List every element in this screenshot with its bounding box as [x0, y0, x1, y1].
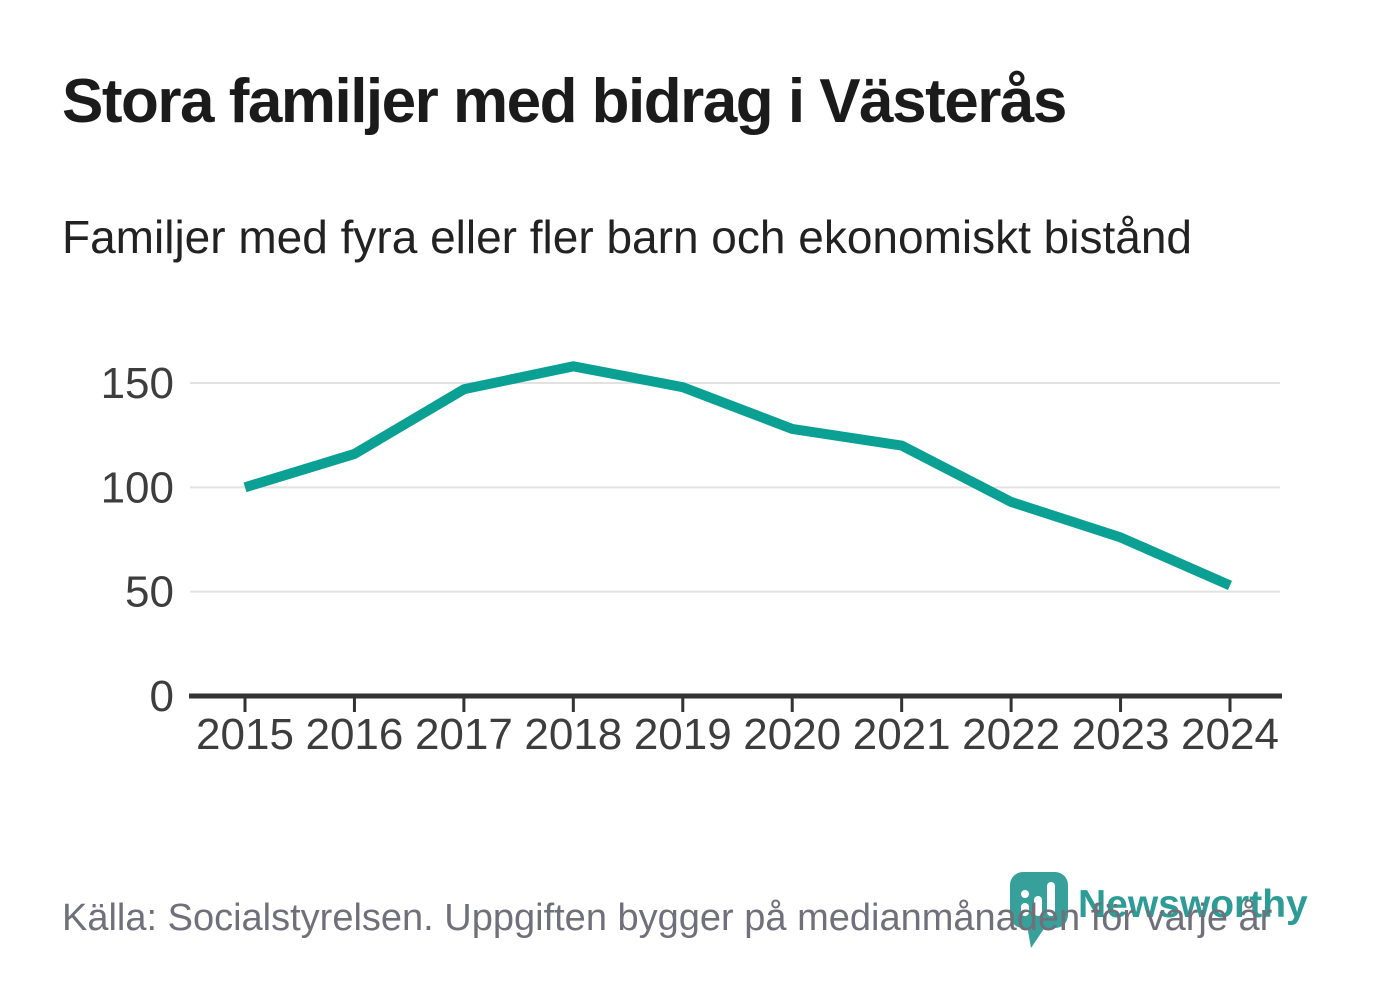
x-axis-tick-label-2020: 2020	[743, 710, 841, 759]
newsworthy-wordmark: Newsworthy	[1078, 883, 1308, 926]
y-axis-tick-label-150: 150	[101, 359, 174, 408]
x-axis-tick-label-2019: 2019	[634, 710, 732, 759]
chart-subtitle: Familjer med fyra eller fler barn och ek…	[62, 211, 1193, 263]
x-axis-tick-label-2022: 2022	[962, 710, 1060, 759]
y-axis-tick-label-0: 0	[150, 672, 174, 721]
newsworthy-pin-bar-chart-icon	[1010, 872, 1068, 948]
x-axis-tick-label-2017: 2017	[415, 710, 513, 759]
x-axis-tick-label-2018: 2018	[524, 710, 622, 759]
y-axis-tick-label-100: 100	[101, 463, 174, 512]
x-axis-tick-label-2024: 2024	[1181, 710, 1279, 759]
y-axis-tick-label-50: 50	[125, 568, 174, 617]
x-axis-tick-label-2015: 2015	[196, 710, 294, 759]
line-chart-plot: 2015 2016 2017 2018 2019 2020 2021 2022 2023 2024…	[101, 359, 1282, 759]
newsworthy-logo: Newsworthy	[1010, 872, 1340, 962]
x-axis-tick-label-2016: 2016	[305, 710, 403, 759]
x-axis-tick-label-2021: 2021	[853, 710, 951, 759]
source-note: Källa: Socialstyrelsen. Uppgiften bygger…	[62, 897, 1273, 939]
data-line-familjer	[243, 361, 1233, 590]
chart-title: Stora familjer med bidrag i Västerås	[62, 67, 1067, 136]
x-axis-tick-label-2023: 2023	[1072, 710, 1170, 759]
